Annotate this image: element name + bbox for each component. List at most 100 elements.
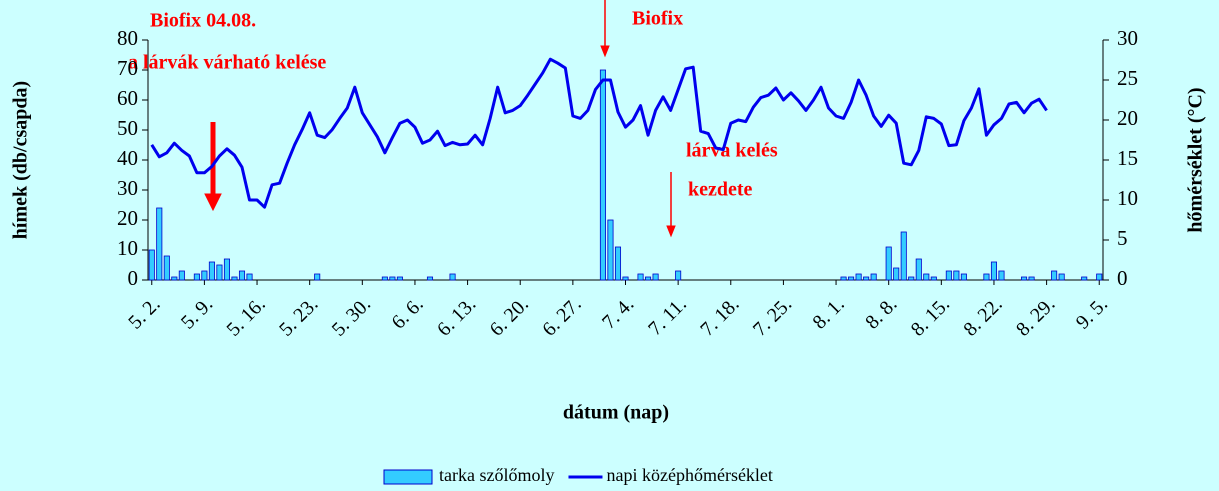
- x-tick-label: 5. 30.: [328, 293, 375, 340]
- bar: [998, 270, 1005, 281]
- y2-tick-label: 10: [1117, 186, 1138, 210]
- annotation: Biofix: [632, 8, 683, 30]
- x-tick-label: 5. 9.: [177, 293, 217, 333]
- bar: [863, 276, 870, 281]
- x-tick-label: 7. 25.: [749, 293, 796, 340]
- x-tick-label: 9. 5.: [1072, 293, 1112, 333]
- bar: [960, 273, 967, 281]
- bar: [945, 270, 952, 281]
- legend-label: napi középhőmérséklet: [606, 465, 772, 485]
- annotation: kezdete: [688, 179, 753, 201]
- bar: [840, 276, 847, 281]
- bar: [426, 276, 434, 281]
- bar: [246, 273, 253, 281]
- annotation: Biofix 04.08.: [150, 10, 256, 32]
- x-tick-label: 5. 23.: [275, 293, 322, 340]
- bar: [652, 273, 659, 281]
- y-tick-label: 20: [117, 206, 138, 230]
- legend-swatch: [383, 469, 433, 485]
- bar: [1021, 276, 1028, 281]
- arrow-head: [600, 45, 610, 58]
- bar: [1028, 276, 1035, 281]
- bar: [645, 276, 652, 281]
- x-tick-label: 8. 8.: [861, 293, 901, 333]
- line: [150, 57, 1048, 209]
- y-tick-label: 50: [117, 116, 138, 140]
- bar: [216, 264, 223, 281]
- bar: [908, 276, 915, 281]
- x-tick-label: 5. 16.: [222, 293, 269, 340]
- bar: [855, 273, 862, 281]
- y-tick-label: 80: [117, 26, 138, 50]
- x-tick-label: 8. 15.: [907, 293, 954, 340]
- x-tick-label: 7. 4.: [598, 293, 638, 333]
- bar: [231, 276, 238, 281]
- legend-label: tarka szőlőmoly: [439, 465, 554, 485]
- annotation: a lárvák várható kelése: [128, 52, 326, 74]
- y-axis-label: hímek (db/csapda): [10, 81, 32, 239]
- bar: [389, 276, 396, 281]
- y-tick-label: 70: [117, 56, 138, 80]
- arrow-head: [204, 193, 222, 212]
- bar: [163, 255, 170, 281]
- bar: [314, 273, 321, 281]
- bar: [193, 273, 200, 281]
- bar: [983, 273, 990, 281]
- bar: [396, 276, 403, 281]
- bar: [915, 258, 922, 281]
- bar: [178, 270, 185, 281]
- y-tick-label: 10: [117, 236, 138, 260]
- y-tick-label: 30: [117, 176, 138, 200]
- bar: [848, 276, 855, 281]
- x-tick-label: 7. 11.: [644, 293, 691, 340]
- bar: [953, 270, 960, 281]
- y2-tick-label: 15: [1117, 146, 1138, 170]
- bar: [171, 276, 178, 281]
- bar: [223, 258, 230, 281]
- bar: [675, 270, 682, 281]
- bar: [156, 207, 163, 281]
- x-tick-label: 5. 2.: [124, 293, 164, 333]
- annotation: lárva kelés: [686, 140, 778, 162]
- bar: [381, 276, 388, 281]
- x-tick-label: 6. 13.: [433, 293, 480, 340]
- bar: [1081, 276, 1088, 281]
- bar: [599, 69, 606, 281]
- bar: [614, 246, 622, 281]
- bar: [870, 273, 877, 281]
- y2-tick-label: 5: [1117, 226, 1128, 250]
- bar: [148, 249, 155, 281]
- x-tick-label: 8. 22.: [959, 293, 1006, 340]
- bar: [208, 261, 215, 281]
- y-tick-label: 0: [128, 266, 139, 290]
- y2-tick-label: 25: [1117, 66, 1138, 90]
- x-tick-label: 8. 1.: [809, 293, 849, 333]
- bar: [622, 276, 629, 281]
- bar: [1096, 273, 1103, 281]
- bar: [1051, 270, 1058, 281]
- x-tick-label: 8. 29.: [1012, 293, 1059, 340]
- x-tick-label: 7. 18.: [696, 293, 743, 340]
- x-tick-label: 6. 20.: [486, 293, 533, 340]
- y-tick-label: 40: [117, 146, 138, 170]
- bar: [1058, 273, 1065, 281]
- arrows: [204, 0, 676, 238]
- x-axis-label: dátum (nap): [563, 402, 669, 424]
- bar: [637, 273, 644, 281]
- bar: [885, 246, 892, 281]
- bar: [449, 273, 456, 281]
- bar: [893, 267, 900, 281]
- y2-tick-label: 0: [1117, 266, 1128, 290]
- bar: [201, 270, 208, 281]
- x-tick-label: 6. 6.: [387, 293, 427, 333]
- y-tick-label: 60: [117, 86, 138, 110]
- bar: [607, 219, 614, 281]
- bar: [930, 276, 937, 281]
- y2-axis-label: hőmérséklet (°C): [1185, 87, 1207, 232]
- arrow-head: [666, 225, 676, 238]
- bar: [923, 273, 930, 281]
- y2-tick-label: 20: [1117, 106, 1138, 130]
- x-tick-label: 6. 27.: [538, 293, 585, 340]
- y2-tick-label: 30: [1117, 26, 1138, 50]
